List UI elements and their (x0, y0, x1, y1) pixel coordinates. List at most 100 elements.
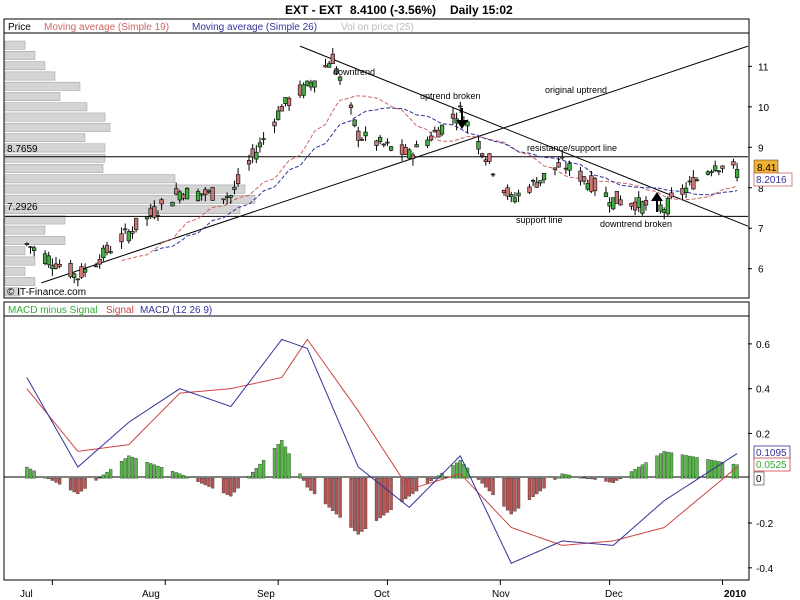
macd-histogram-bar (458, 460, 462, 479)
candle-body (611, 197, 616, 210)
candle-body (75, 278, 80, 281)
candle-body (356, 130, 361, 141)
candle-body (709, 171, 714, 174)
macd-histogram-bar (505, 478, 510, 511)
macd-histogram-bar (327, 478, 331, 508)
candle-body (410, 154, 416, 159)
macd-histogram-bar (98, 477, 102, 479)
macd-histogram-bar (352, 478, 357, 532)
candle-body (716, 170, 721, 173)
candle-body (130, 231, 135, 234)
macd-histogram-bar (553, 478, 557, 480)
vol-on-price-bar (4, 112, 106, 122)
candle-body (308, 82, 314, 88)
macd-histogram-bar (32, 470, 36, 479)
candle-body (432, 129, 437, 133)
macd-histogram-bar (633, 469, 637, 479)
macd-histogram-bar (684, 455, 688, 479)
macd-histogram-bar (578, 476, 583, 479)
macd-histogram-bar (604, 478, 608, 482)
candle-body (490, 173, 496, 176)
macd-histogram-bar (156, 465, 160, 479)
vol-on-price-bar (4, 143, 106, 153)
macd-histogram-bar (105, 471, 109, 479)
candle-body (501, 190, 507, 193)
candle-body (385, 141, 390, 144)
candle-body (286, 97, 292, 106)
candle-body (119, 233, 124, 243)
candle-body (567, 163, 572, 171)
macd-histogram-bar (312, 478, 317, 495)
macd-histogram-bar (200, 478, 204, 484)
candle-body (516, 192, 521, 197)
macd-histogram-bar (119, 461, 124, 479)
macd-histogram-bar (560, 473, 564, 479)
candle-body (177, 191, 182, 201)
macd-histogram-bar (185, 476, 189, 479)
candle-body (552, 167, 558, 170)
candle-body (636, 197, 641, 208)
candle-body (480, 153, 485, 157)
candle-body (42, 253, 48, 264)
candle-body (272, 121, 277, 127)
macd-histogram (25, 439, 739, 535)
original-uptrend-line (41, 45, 749, 284)
macd-histogram-bar (451, 465, 455, 479)
macd-tick-label: -0.4 (756, 564, 774, 575)
chart-title-time: 15:02 (482, 3, 513, 17)
price-tick-label: 8 (758, 184, 764, 195)
annotation-downtrend-broken: downtrend broken (600, 219, 672, 229)
macd-histogram-bar (535, 478, 539, 495)
macd-histogram-bar (538, 478, 543, 492)
macd-histogram-bar (382, 478, 386, 516)
candle-body (108, 251, 113, 254)
chart-title-price: 8.4100 (-3.56%) (350, 3, 436, 17)
candle-body (104, 244, 110, 253)
macd-histogram-bar (411, 478, 415, 494)
candle-body (68, 263, 73, 278)
macd-histogram-bar (258, 463, 262, 479)
vol-on-price-bar (4, 133, 86, 143)
macd-histogram-bar (130, 456, 135, 479)
macd-histogram-bar (669, 452, 674, 479)
candle-body (206, 190, 212, 193)
macd-histogram-bar (476, 478, 481, 480)
macd-histogram-bar (276, 443, 280, 479)
vol-on-price-bar (4, 215, 66, 225)
macd-panel (3, 301, 750, 581)
macd-histogram-bar (429, 478, 433, 481)
vol-on-price-bar (4, 225, 46, 235)
candle-body (152, 206, 157, 218)
macd-histogram-bar (695, 457, 699, 479)
chart-title-symbol: EXT - EXT (285, 3, 343, 17)
macd-histogram-bar (210, 478, 215, 489)
candle-body (184, 187, 190, 200)
macd-histogram-bar (615, 478, 619, 481)
vol-on-price-bar (4, 122, 111, 132)
vol-on-price-bars (4, 40, 256, 297)
candle-body (297, 84, 303, 96)
candle-body (585, 183, 590, 190)
candle-body (429, 135, 434, 141)
candle-body (133, 217, 139, 231)
candle-body (589, 175, 594, 192)
macd-histogram-bar (251, 471, 255, 479)
vol-on-price-bar (4, 184, 246, 194)
candle-body (388, 146, 394, 151)
candle-body (512, 197, 518, 203)
macd-histogram-bar (589, 478, 594, 480)
macd-histogram-bar (134, 458, 138, 479)
macd-histogram-bar (454, 462, 459, 479)
candle-body (181, 194, 186, 199)
macd-histogram-bar (527, 478, 532, 500)
candle-body (578, 170, 583, 182)
macd-histogram-bar (556, 476, 561, 479)
annotation-original-uptrend: original uptrend (545, 85, 607, 95)
candle-body (662, 209, 667, 213)
vol-on-price-bar (4, 194, 256, 204)
candle-body (603, 192, 609, 197)
candle-body (734, 168, 740, 178)
candle-body (174, 188, 179, 195)
candle-body (378, 136, 383, 143)
macd-histogram-bar (637, 466, 641, 479)
